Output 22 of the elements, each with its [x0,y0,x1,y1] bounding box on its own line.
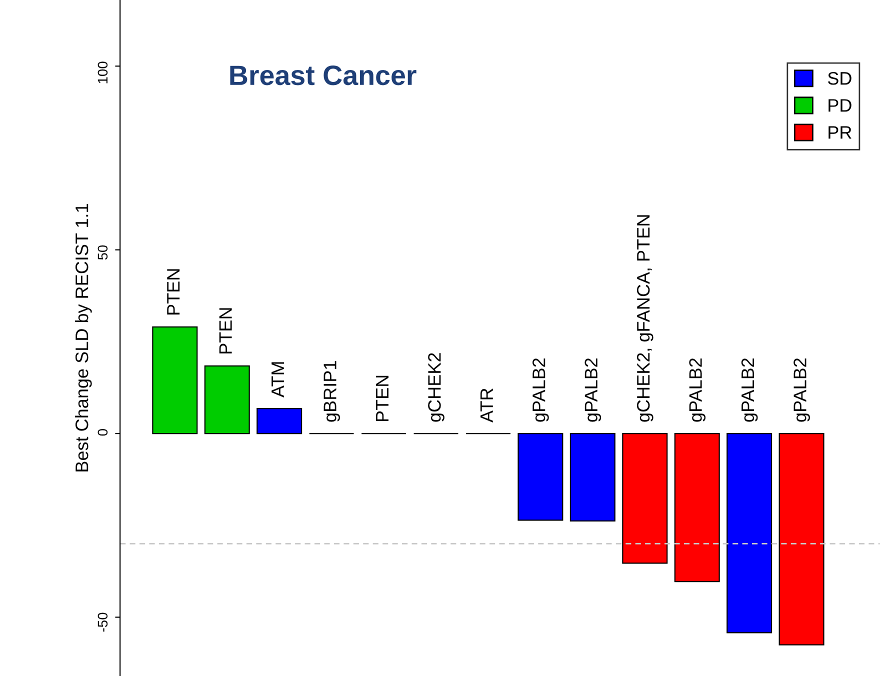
x-tick-label: gBRIP1 [324,361,340,422]
text: Breast Cancer [230,66,416,86]
y-tick-label: -50 [98,612,108,632]
x-tick-label: gCHEK2 [428,353,444,422]
x-tick-label: gPALB2 [741,358,758,422]
x-tick-label: gPALB2 [794,358,810,422]
y-axis-title: Best Change SLD by RECIST 1.1 [75,204,92,472]
x-tick-label: gCHEK2, gFANCA, PTEN [636,215,654,422]
legend-label: SD [828,72,852,85]
x-tick-label: ATM [272,362,284,398]
y-tick-label: 0 [98,429,108,436]
x-tick-label: ATR [480,388,493,422]
x-tick-label: PTEN [219,308,232,354]
x-tick-label: gPALB2 [689,358,706,422]
x-tick-label: gPALB2 [584,358,602,422]
x-tick-label: PTEN [167,269,180,314]
legend-label: PD [828,99,852,112]
legend-label: PR [828,126,852,139]
x-tick-label: gPALB2 [532,358,549,422]
y-tick-label: 100 [98,62,108,84]
x-tick-label: PTEN [376,376,388,422]
y-tick-label: 50 [98,245,108,260]
